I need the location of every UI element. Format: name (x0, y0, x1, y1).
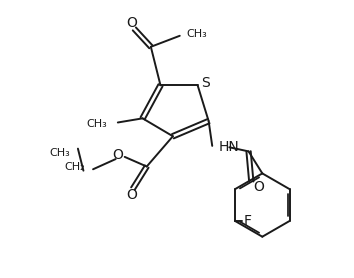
Text: CH₃: CH₃ (187, 29, 207, 39)
Text: CH₃: CH₃ (86, 119, 107, 129)
Text: O: O (126, 16, 137, 30)
Text: HN: HN (218, 140, 239, 154)
Text: F: F (244, 214, 252, 228)
Text: CH₃: CH₃ (49, 148, 70, 158)
Text: O: O (253, 180, 264, 193)
Text: O: O (126, 188, 137, 202)
Text: CH₂: CH₂ (64, 162, 85, 172)
Text: S: S (201, 76, 210, 90)
Text: O: O (112, 148, 123, 162)
